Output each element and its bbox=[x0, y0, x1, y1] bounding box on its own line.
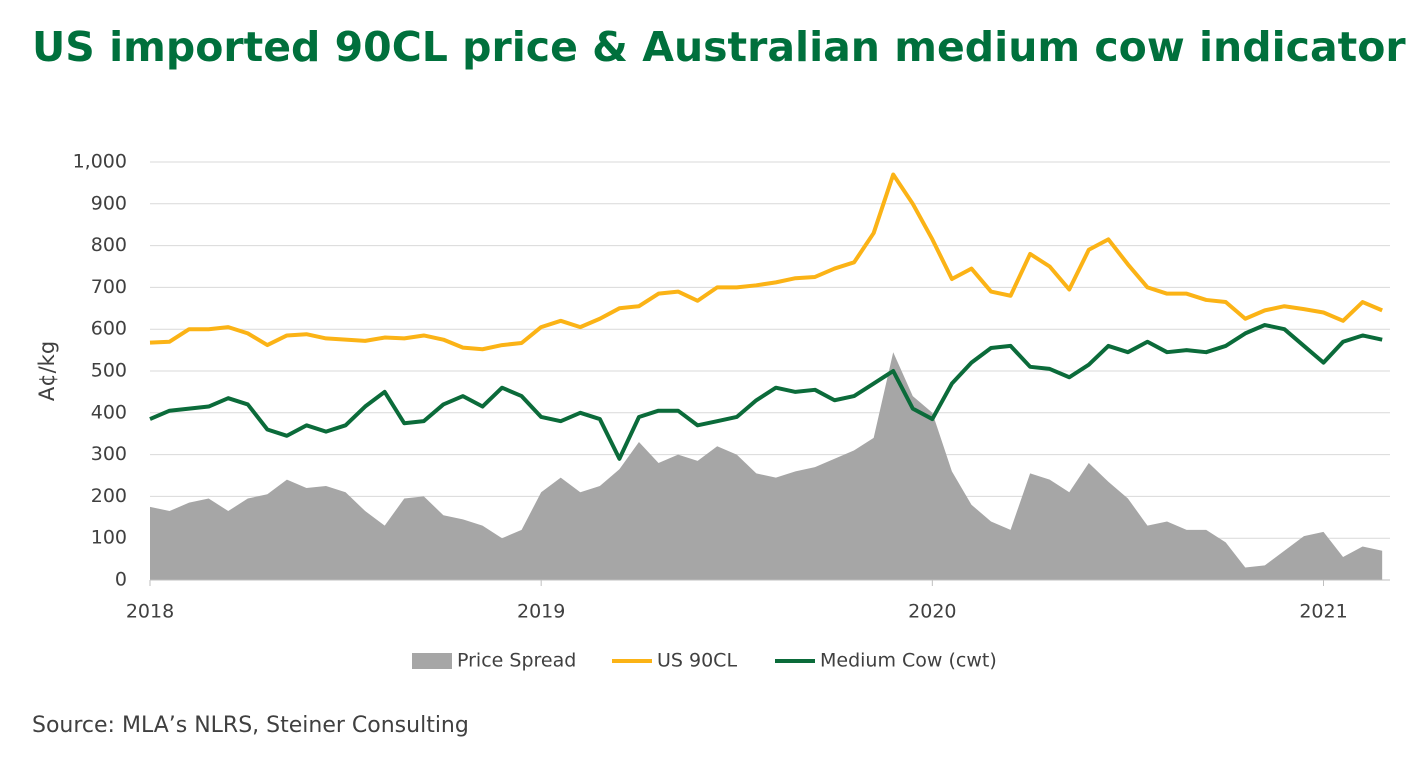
line bbox=[149, 323, 1383, 461]
legend-label: Price Spread bbox=[457, 650, 576, 672]
y-tick-label: 700 bbox=[91, 276, 127, 298]
y-tick-label: 400 bbox=[91, 401, 127, 423]
y-tick-label: 300 bbox=[91, 443, 127, 465]
y-tick-label: 900 bbox=[91, 192, 127, 214]
y-tick-label: 100 bbox=[91, 527, 127, 549]
legend-label: US 90CL bbox=[657, 650, 737, 672]
y-axis-label: A¢/kg bbox=[35, 341, 59, 401]
legend-swatch bbox=[412, 653, 452, 669]
y-tick-label: 200 bbox=[91, 485, 127, 507]
y-tick-label: 800 bbox=[91, 234, 127, 256]
area bbox=[150, 352, 1383, 580]
source-note: Source: MLA’s NLRS, Steiner Consulting bbox=[32, 713, 469, 738]
x-tick-label: 2021 bbox=[1299, 601, 1347, 623]
chart-title: US imported 90CL price & Australian medi… bbox=[32, 23, 1406, 71]
line bbox=[149, 172, 1383, 352]
y-tick-label: 500 bbox=[91, 360, 127, 382]
y-tick-label: 1,000 bbox=[73, 151, 127, 173]
x-tick-label: 2018 bbox=[126, 601, 174, 623]
y-tick-label: 600 bbox=[91, 318, 127, 340]
x-tick-label: 2020 bbox=[908, 601, 956, 623]
x-tick-label: 2019 bbox=[517, 601, 565, 623]
legend-label: Medium Cow (cwt) bbox=[820, 650, 997, 672]
y-tick-label: 0 bbox=[115, 569, 127, 591]
